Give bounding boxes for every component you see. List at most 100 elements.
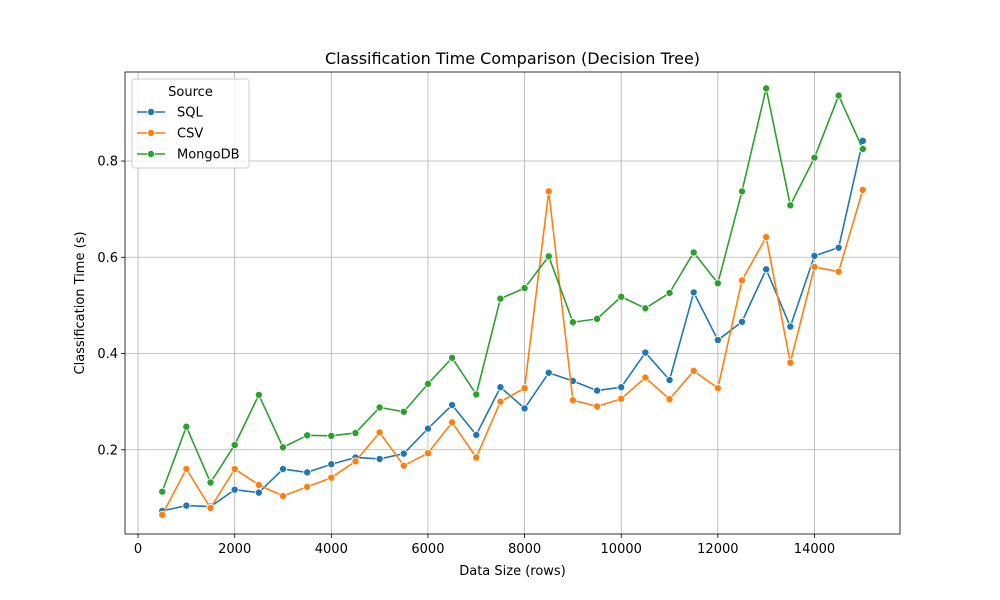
data-point-sql xyxy=(762,265,771,274)
data-point-mongodb xyxy=(158,487,167,496)
x-tick-label: 6000 xyxy=(411,542,444,557)
data-point-sql xyxy=(786,322,795,331)
data-point-mongodb xyxy=(593,314,602,323)
data-point-mongodb xyxy=(520,284,529,293)
data-point-sql xyxy=(230,485,239,494)
data-point-sql xyxy=(520,404,529,413)
y-tick-label: 0.4 xyxy=(97,347,118,362)
x-axis-title: Data Size (rows) xyxy=(459,564,566,579)
data-point-csv xyxy=(423,449,432,458)
data-point-mongodb xyxy=(834,91,843,100)
data-point-mongodb xyxy=(182,422,191,431)
data-point-mongodb xyxy=(278,443,287,452)
data-point-csv xyxy=(496,397,505,406)
data-point-sql xyxy=(254,488,263,497)
data-point-sql xyxy=(593,386,602,395)
data-point-mongodb xyxy=(472,390,481,399)
legend-entries: SQL CSV MongoDB xyxy=(137,106,240,163)
data-point-sql xyxy=(738,317,747,326)
legend-marker-csv xyxy=(146,128,155,137)
data-point-sql xyxy=(303,468,312,477)
data-point-csv xyxy=(327,473,336,482)
data-point-sql xyxy=(713,336,722,345)
legend: Source SQL CSV MongoDB xyxy=(131,78,250,169)
series-lines xyxy=(158,84,867,519)
data-point-mongodb xyxy=(206,478,215,487)
x-tick-label: 2000 xyxy=(218,542,251,557)
data-point-mongodb xyxy=(230,440,239,449)
series-csv xyxy=(158,185,867,519)
data-point-csv xyxy=(158,510,167,519)
data-point-csv xyxy=(278,491,287,500)
x-tick-label: 8000 xyxy=(508,542,541,557)
data-point-csv xyxy=(593,402,602,411)
data-point-csv xyxy=(858,185,867,194)
data-point-csv xyxy=(544,187,553,196)
data-point-sql xyxy=(834,243,843,252)
data-point-sql xyxy=(665,375,674,384)
data-point-csv xyxy=(375,428,384,437)
data-point-mongodb xyxy=(689,248,698,257)
data-point-csv xyxy=(810,262,819,271)
y-tick-label: 0.8 xyxy=(97,155,118,170)
data-point-mongodb xyxy=(810,153,819,162)
data-point-csv xyxy=(230,465,239,474)
y-tick-label: 0.6 xyxy=(97,251,118,266)
data-point-csv xyxy=(834,267,843,276)
data-point-sql xyxy=(182,501,191,510)
data-point-sql xyxy=(689,288,698,297)
data-point-csv xyxy=(641,373,650,382)
data-point-csv xyxy=(689,366,698,375)
data-point-mongodb xyxy=(665,288,674,297)
data-point-mongodb xyxy=(351,428,360,437)
legend-entry-csv: CSV xyxy=(137,127,203,142)
data-point-mongodb xyxy=(617,292,626,301)
legend-label-sql: SQL xyxy=(177,106,203,121)
x-tick-label: 0 xyxy=(134,542,142,557)
data-point-mongodb xyxy=(738,187,747,196)
axis-ticks: 0 2000 4000 6000 8000 10000 12000 14000 0.2 0.4 0.… xyxy=(97,155,835,557)
data-point-csv xyxy=(182,465,191,474)
legend-entry-sql: SQL xyxy=(137,106,203,121)
data-point-sql xyxy=(399,449,408,458)
x-tick-label: 4000 xyxy=(315,542,348,557)
data-point-sql xyxy=(448,401,457,410)
y-tick-label: 0.2 xyxy=(97,443,118,458)
legend-box xyxy=(131,78,250,169)
legend-label-csv: CSV xyxy=(177,127,203,142)
series-line-sql xyxy=(162,140,864,512)
data-point-sql xyxy=(641,348,650,357)
y-axis-title: Classification Time (s) xyxy=(73,231,88,374)
data-point-mongodb xyxy=(713,279,722,288)
data-point-csv xyxy=(472,453,481,462)
data-point-mongodb xyxy=(786,201,795,210)
data-point-csv xyxy=(254,480,263,489)
series-line-csv xyxy=(161,189,864,516)
data-point-mongodb xyxy=(399,407,408,416)
data-point-mongodb xyxy=(303,431,312,440)
data-point-mongodb xyxy=(762,84,771,93)
data-point-csv xyxy=(665,395,674,404)
data-point-csv xyxy=(448,418,457,427)
data-point-sql xyxy=(496,383,505,392)
data-point-sql xyxy=(423,424,432,433)
data-point-mongodb xyxy=(448,353,457,362)
data-point-mongodb xyxy=(496,294,505,303)
data-point-csv xyxy=(303,482,312,491)
data-point-csv xyxy=(617,394,626,403)
data-point-mongodb xyxy=(327,431,336,440)
data-point-sql xyxy=(810,251,819,260)
legend-title: Source xyxy=(168,85,213,100)
data-point-csv xyxy=(351,457,360,466)
data-point-sql xyxy=(327,460,336,469)
data-point-mongodb xyxy=(568,318,577,327)
series-line-mongodb xyxy=(161,87,864,492)
data-point-mongodb xyxy=(544,252,553,261)
data-point-sql xyxy=(375,454,384,463)
legend-entry-mongodb: MongoDB xyxy=(137,148,240,163)
data-point-csv xyxy=(713,384,722,393)
x-tick-label: 12000 xyxy=(697,542,738,557)
data-point-sql xyxy=(278,465,287,474)
